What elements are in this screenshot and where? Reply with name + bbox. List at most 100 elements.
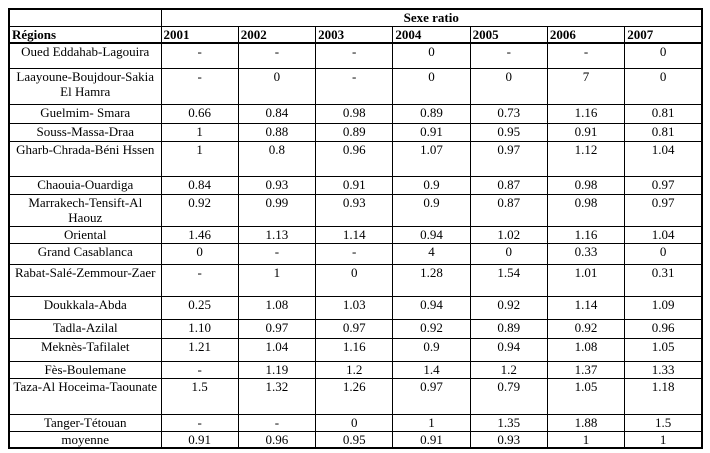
- value-cell: 0.9: [392, 337, 471, 362]
- region-cell: Tanger-Tétouan: [8, 413, 162, 432]
- value-cell: 0.89: [469, 318, 548, 339]
- value-cell: 0.66: [160, 103, 239, 124]
- value-cell: 0.81: [624, 103, 703, 124]
- table-row: Taza-Al Hoceima-Taounate 1.5 1.32 1.26 0…: [8, 377, 703, 415]
- value-cell: 1.19: [237, 360, 317, 379]
- region-cell: Fès-Boulemane: [8, 360, 162, 379]
- value-cell: 0.31: [624, 263, 703, 297]
- value-cell: 1.16: [315, 337, 394, 362]
- table-row: Guelmim- Smara 0.66 0.84 0.98 0.89 0.73 …: [8, 103, 703, 124]
- value-cell: -: [315, 42, 394, 69]
- value-cell: 0: [315, 263, 394, 297]
- table-row: Chaouia-Ouardiga 0.84 0.93 0.91 0.9 0.87…: [8, 175, 703, 195]
- value-cell: 1.03: [315, 295, 394, 320]
- value-cell: 1.04: [624, 225, 703, 244]
- value-cell: 1.02: [469, 225, 548, 244]
- value-cell: 0.92: [469, 295, 548, 320]
- value-cell: 1.2: [315, 360, 394, 379]
- region-cell: Souss-Massa-Draa: [8, 122, 162, 142]
- value-cell: 0.91: [546, 122, 626, 142]
- value-cell: 0.96: [315, 140, 394, 177]
- value-cell: 0.9: [392, 175, 471, 195]
- region-cell: Taza-Al Hoceima-Taounate: [8, 377, 162, 415]
- value-cell: 0.87: [469, 175, 548, 195]
- value-cell: -: [315, 67, 394, 105]
- value-cell: 1: [160, 140, 239, 177]
- value-cell: 0: [392, 42, 471, 69]
- value-cell: 1.05: [624, 337, 703, 362]
- value-cell: 0.98: [546, 175, 626, 195]
- table-row: Fès-Boulemane - 1.19 1.2 1.4 1.2 1.37 1.…: [8, 360, 703, 379]
- value-cell: 0.91: [392, 122, 471, 142]
- value-cell: 0.73: [469, 103, 548, 124]
- region-cell: Oriental: [8, 225, 162, 244]
- value-cell: 0.94: [392, 295, 471, 320]
- value-cell: -: [160, 67, 239, 105]
- value-cell: 0.79: [469, 377, 548, 415]
- value-cell: 1.46: [160, 225, 239, 244]
- sexe-ratio-table: Sexe ratio Régions 2001 2002 2003 2004 2…: [8, 8, 703, 449]
- value-cell: 0.97: [315, 318, 394, 339]
- value-cell: 1.18: [624, 377, 703, 415]
- value-cell: -: [160, 42, 239, 69]
- value-cell: 0.91: [160, 430, 239, 449]
- value-cell: 1.37: [546, 360, 626, 379]
- value-cell: 0.97: [624, 175, 703, 195]
- value-cell: 0: [237, 67, 317, 105]
- year-column-header: 2004: [392, 25, 471, 44]
- value-cell: 0.92: [160, 193, 239, 227]
- value-cell: 7: [546, 67, 626, 105]
- value-cell: 1.2: [469, 360, 548, 379]
- table-row: Gharb-Chrada-Béni Hssen 1 0.8 0.96 1.07 …: [8, 140, 703, 177]
- value-cell: 1.10: [160, 318, 239, 339]
- value-cell: 0.89: [392, 103, 471, 124]
- value-cell: 0.33: [546, 242, 626, 265]
- value-cell: 0: [469, 242, 548, 265]
- value-cell: 0.97: [392, 377, 471, 415]
- value-cell: 0.96: [237, 430, 317, 449]
- value-cell: -: [237, 413, 317, 432]
- value-cell: 1.09: [624, 295, 703, 320]
- region-cell: Doukkala-Abda: [8, 295, 162, 320]
- value-cell: -: [160, 263, 239, 297]
- value-cell: 0.93: [237, 175, 317, 195]
- value-cell: 1.14: [546, 295, 626, 320]
- value-cell: 0.94: [392, 225, 471, 244]
- value-cell: 0: [469, 67, 548, 105]
- value-cell: 1.04: [237, 337, 317, 362]
- table-row: Doukkala-Abda 0.25 1.08 1.03 0.94 0.92 1…: [8, 295, 703, 320]
- value-cell: 0.93: [315, 193, 394, 227]
- value-cell: 0: [160, 242, 239, 265]
- value-cell: 0.87: [469, 193, 548, 227]
- value-cell: 0: [624, 242, 703, 265]
- value-cell: 0: [392, 67, 471, 105]
- region-cell: Meknès-Tafilalet: [8, 337, 162, 362]
- value-cell: 1: [392, 413, 471, 432]
- value-cell: 0.98: [546, 193, 626, 227]
- value-cell: 1.5: [160, 377, 239, 415]
- value-cell: 1.5: [624, 413, 703, 432]
- value-cell: 4: [392, 242, 471, 265]
- value-cell: 1.14: [315, 225, 394, 244]
- value-cell: 0.84: [237, 103, 317, 124]
- value-cell: 1.07: [392, 140, 471, 177]
- value-cell: -: [160, 413, 239, 432]
- value-cell: 0: [315, 413, 394, 432]
- value-cell: -: [469, 42, 548, 69]
- table-row: Meknès-Tafilalet 1.21 1.04 1.16 0.9 0.94…: [8, 337, 703, 362]
- region-cell: Guelmim- Smara: [8, 103, 162, 124]
- region-cell: Marrakech-Tensift-Al Haouz: [8, 193, 162, 227]
- table-row: Oriental 1.46 1.13 1.14 0.94 1.02 1.16 1…: [8, 225, 703, 244]
- table-title: Sexe ratio: [160, 8, 703, 27]
- table-row: moyenne 0.91 0.96 0.95 0.91 0.93 1 1: [8, 430, 703, 449]
- value-cell: 0.91: [315, 175, 394, 195]
- value-cell: 0.97: [237, 318, 317, 339]
- value-cell: 0.89: [315, 122, 394, 142]
- table-row: Oued Eddahab-Lagouira - - - 0 - - 0: [8, 42, 703, 69]
- value-cell: 0.92: [546, 318, 626, 339]
- value-cell: 0.94: [469, 337, 548, 362]
- table-title-row: Sexe ratio: [8, 8, 703, 27]
- value-cell: -: [160, 360, 239, 379]
- value-cell: -: [315, 242, 394, 265]
- region-cell: moyenne: [8, 430, 162, 449]
